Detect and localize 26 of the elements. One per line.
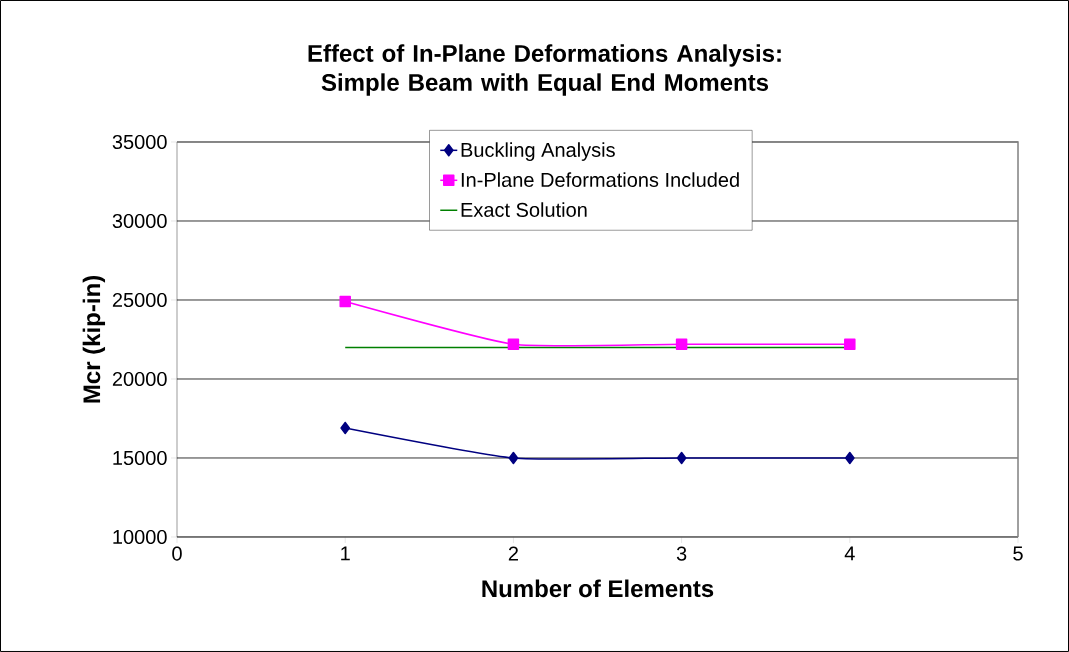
chart-title: Effect of In-Plane Deformations Analysis: Simple Beam with Equal End Moments [308, 44, 781, 96]
x-tick-label: 3 [676, 546, 687, 561]
point [675, 338, 688, 350]
x-tick-label: 0 [172, 546, 182, 561]
y-tick-label: 30000 [112, 213, 167, 229]
point [676, 451, 687, 465]
x-tick-label: 1 [341, 546, 350, 561]
legend-label: Exact Solution [461, 202, 587, 217]
point [508, 451, 519, 465]
legend-label: In-Plane Deformations Included [461, 172, 739, 187]
y-tick-label: 20000 [112, 371, 167, 387]
point [339, 295, 351, 308]
y-tick-label: 10000 [113, 529, 167, 545]
y-axis-title: Mcr (kip-in) [82, 276, 106, 403]
point [507, 338, 520, 350]
x-tick-label: 2 [508, 546, 518, 561]
point [844, 451, 855, 465]
x-tick-label: 5 [1013, 546, 1023, 561]
x-tick-label: 4 [844, 546, 855, 561]
y-tick-label: 35000 [112, 134, 167, 150]
y-tick-label: 15000 [113, 450, 167, 466]
legend-label: Buckling Analysis [461, 142, 615, 161]
y-tick-label: 25000 [112, 292, 167, 308]
point [340, 421, 351, 435]
x-axis-title: Number of Elements [482, 579, 714, 598]
point [844, 338, 856, 350]
